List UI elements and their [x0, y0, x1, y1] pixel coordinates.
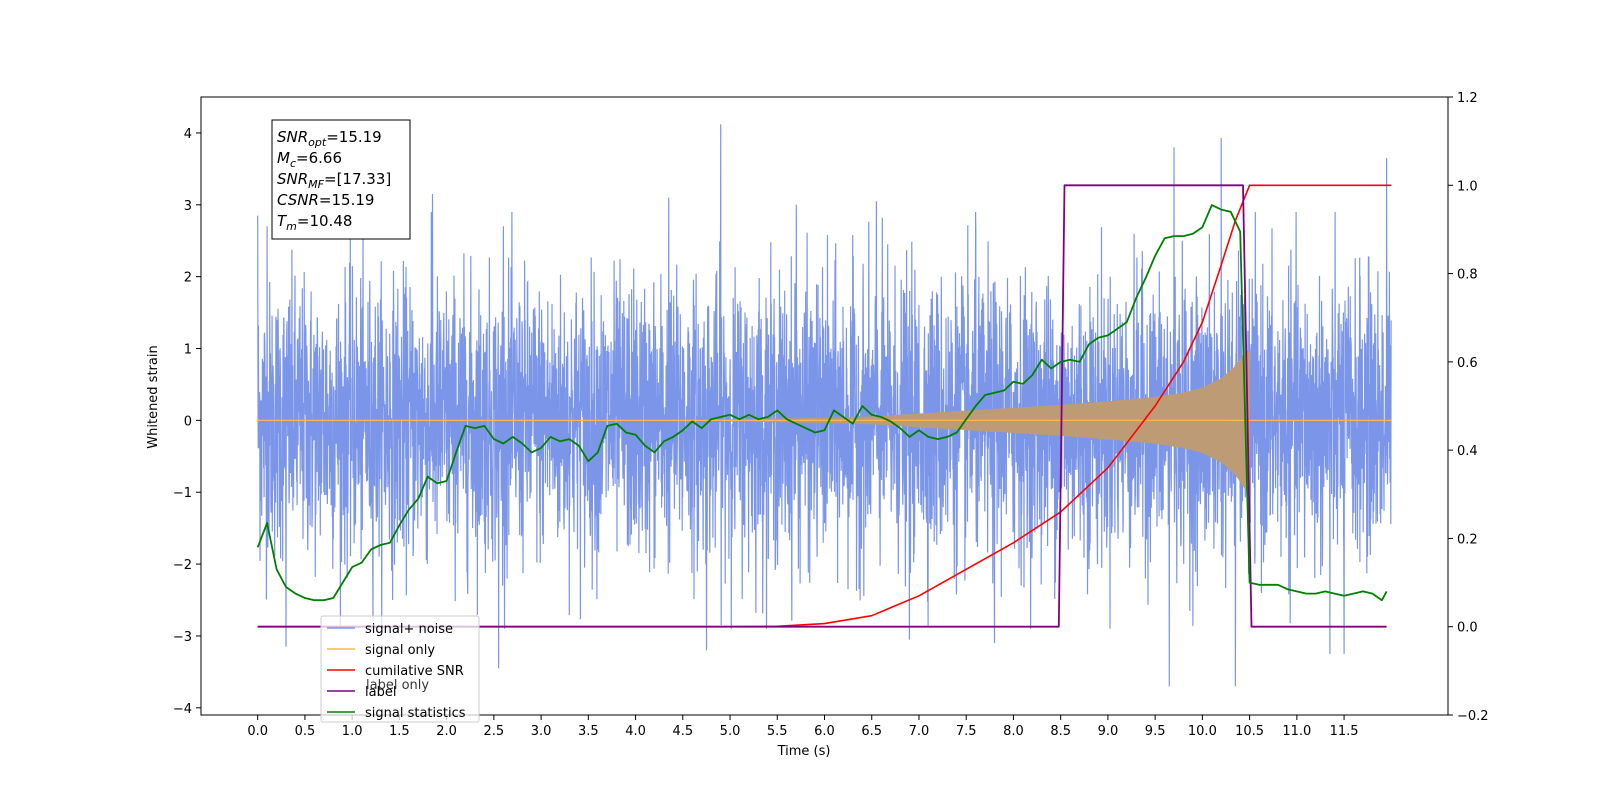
- y-tick-label: 4: [184, 127, 192, 142]
- series-label: [257, 184, 1387, 628]
- x-tick-label: 7.0: [909, 724, 930, 739]
- x-tick-label: 9.5: [1145, 724, 1166, 739]
- legend-entry-label: label: [365, 685, 396, 700]
- y2-tick-label: −0.2: [1457, 709, 1489, 724]
- x-tick-label: 7.5: [956, 724, 977, 739]
- y-tick-label: −4: [173, 702, 192, 717]
- y-tick-label: −1: [173, 486, 192, 501]
- x-tick-label: 3.5: [578, 724, 599, 739]
- legend-ghost-label-only: label only: [366, 678, 429, 693]
- y-tick-label: 0: [184, 414, 192, 429]
- y2-tick-label: 0.8: [1457, 268, 1478, 283]
- legend-frame: [320, 615, 480, 723]
- x-tick-label: 10.5: [1235, 724, 1264, 739]
- x-tick-label: 1.5: [389, 724, 410, 739]
- y-tick-label: 1: [184, 343, 192, 358]
- x-tick-label: 5.5: [767, 724, 788, 739]
- x-tick-label: 2.0: [436, 724, 457, 739]
- info-box-row: SNRopt=15.19: [277, 128, 382, 149]
- x-tick-label: 9.0: [1098, 724, 1119, 739]
- y-axis-label: Whitened strain: [146, 345, 161, 448]
- x-tick-label: 0.0: [247, 724, 268, 739]
- x-tick-label: 11.5: [1330, 724, 1359, 739]
- x-tick-label: 2.5: [484, 724, 505, 739]
- y2-tick-label: 0.2: [1457, 532, 1478, 547]
- x-tick-label: 3.0: [531, 724, 552, 739]
- y2-tick-label: 0.0: [1457, 621, 1478, 636]
- x-tick-label: 4.5: [672, 724, 693, 739]
- y2-tick-label: 0.6: [1457, 356, 1478, 371]
- info-box-row: CSNR=15.19: [277, 191, 374, 209]
- x-tick-label: 0.5: [295, 724, 316, 739]
- legend: label only signal+ noise signal only cumila…: [320, 615, 480, 723]
- info-box-row: Mc=6.66: [277, 149, 342, 170]
- plot-area: [256, 124, 1392, 687]
- x-tick-label: 4.0: [625, 724, 646, 739]
- x-tick-label: 1.0: [342, 724, 363, 739]
- legend-entry-label: signal only: [365, 643, 435, 658]
- x-tick-label: 5.0: [720, 724, 741, 739]
- y-tick-label: 3: [184, 199, 192, 214]
- x-tick-label: 8.5: [1050, 724, 1071, 739]
- x-axis-label: Time (s): [777, 744, 831, 759]
- x-tick-label: 11.0: [1282, 724, 1311, 739]
- x-tick-label: 6.0: [814, 724, 835, 739]
- x-tick-label: 10.0: [1188, 724, 1217, 739]
- series-signal-statistics: [256, 204, 1388, 602]
- legend-entry-label: cumilative SNR: [365, 664, 464, 679]
- y-tick-label: −2: [173, 558, 192, 573]
- x-tick-label: 8.0: [1003, 724, 1024, 739]
- x-tick-label: 6.5: [861, 724, 882, 739]
- info-box-row: Tm=10.48: [277, 212, 352, 233]
- legend-entry-label: signal statistics: [365, 706, 466, 721]
- y2-tick-label: 1.2: [1457, 91, 1478, 106]
- axis-ticks: 0.0 0.5 1.0 1.5 2.0 2.5 3.0 3.5 4.0 4.5 5.0 5.5 6.0 6…: [173, 91, 1489, 739]
- info-box: SNRopt=15.19Mc=6.66SNRMF=[17.33]CSNR=15.…: [271, 119, 411, 240]
- legend-entry-label: signal+ noise: [365, 622, 453, 637]
- info-box-row: SNRMF=[17.33]: [277, 170, 391, 191]
- info-box-frame: [271, 119, 411, 240]
- y2-tick-label: 1.0: [1457, 179, 1478, 194]
- y-tick-label: −3: [173, 630, 192, 645]
- y2-tick-label: 0.4: [1457, 444, 1478, 459]
- y-tick-label: 2: [184, 271, 192, 286]
- series-signal-plus-noise: [257, 124, 1392, 687]
